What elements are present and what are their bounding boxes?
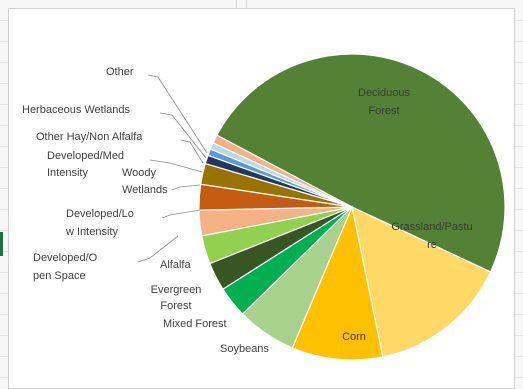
leader-line-other-hay-non-alfalfa	[180, 139, 204, 164]
slice-label-deciduous-forest: Deciduous Forest	[358, 87, 410, 117]
slice-label-other: Other	[106, 66, 134, 78]
slice-label-grassland-pasture: Grassland/Pastu re	[391, 221, 472, 251]
slice-label-soybeans: Soybeans	[220, 343, 269, 355]
pie-slice-corn[interactable]	[291, 204, 384, 361]
pie-slices	[198, 53, 506, 361]
slice-label-herbaceous-wetlands: Herbaceous Wetlands	[22, 104, 131, 116]
leader-line-developed-open-space	[137, 235, 179, 263]
slice-label-evergreen-forest: Evergreen Forest	[151, 284, 202, 312]
leader-line-developed-low-intensity	[161, 209, 201, 219]
slice-labels: Deciduous Forest Grassland/Pastu re Corn Soyb…	[22, 66, 473, 355]
leader-line-other	[147, 74, 208, 154]
cell-selection-edge	[0, 232, 3, 256]
pie-slice-other[interactable]	[212, 134, 353, 208]
slice-label-developed-med-intensity: Developed/Med Intensity	[47, 150, 124, 179]
slice-label-alfalfa: Alfalfa	[160, 259, 191, 271]
slice-label-woody-wetlands: Woody Wetlands	[122, 167, 168, 196]
leader-line-herbaceous-wetlands	[159, 112, 207, 159]
pie-slice-deciduous-forest[interactable]	[216, 53, 506, 273]
slice-label-developed-low-intensity: Developed/Lo w Intensity	[65, 208, 134, 238]
slice-label-developed-open-space: Developed/O pen Space	[33, 252, 98, 282]
slice-label-other-hay-non-alfalfa: Other Hay/Non Alfalfa	[36, 131, 143, 143]
leader-lines	[137, 74, 208, 263]
slice-label-corn: Corn	[342, 331, 366, 343]
pie-slice-grassland-pasture[interactable]	[351, 205, 492, 358]
leader-line-woody-wetlands	[171, 184, 201, 191]
slice-label-mixed-forest: Mixed Forest	[163, 318, 227, 330]
leader-line-developed-med-intensity	[149, 159, 203, 173]
